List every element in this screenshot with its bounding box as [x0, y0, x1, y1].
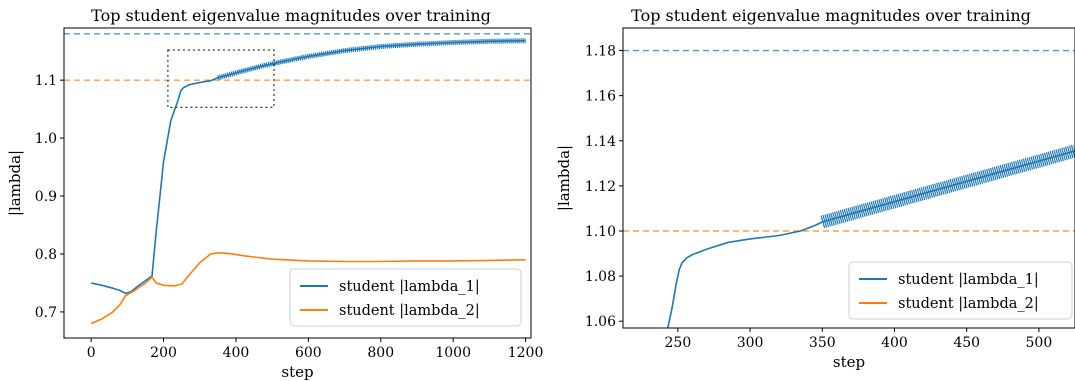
x-tick-label: 400: [223, 345, 250, 361]
legend-label-2: student |lambda_2|: [898, 296, 1039, 312]
x-tick-label: 350: [809, 335, 836, 351]
y-tick-label: 1.18: [585, 44, 616, 60]
plot-frame: [622, 27, 1075, 329]
x-tick-label: 250: [665, 335, 692, 351]
zoom-box: [167, 49, 275, 108]
y-tick-label: 1.08: [585, 269, 616, 285]
x-tick-label: 200: [150, 345, 177, 361]
y-axis-label: |lambda|: [6, 150, 24, 216]
y-tick-label: 1.10: [585, 224, 616, 240]
x-tick-label: 450: [953, 335, 980, 351]
x-axis-label: step: [281, 363, 313, 381]
y-tick-label: 1.16: [585, 89, 616, 105]
plot-frame: [63, 27, 532, 339]
chart-title: Top student eigenvalue magnitudes over t…: [631, 6, 1031, 25]
y-tick-label: 1.1: [35, 73, 57, 89]
x-tick-label: 400: [881, 335, 908, 351]
plot-area: [64, 33, 531, 325]
plot-area: [623, 49, 1075, 328]
x-tick-label: 0: [87, 345, 96, 361]
series-line-1: [91, 39, 526, 295]
series-band-1: [820, 144, 1075, 229]
x-axis-label: step: [833, 353, 865, 371]
y-tick-label: 1.12: [585, 179, 616, 195]
x-tick-label: 600: [295, 345, 322, 361]
y-tick-label: 1.0: [35, 131, 57, 147]
y-tick-label: 0.9: [35, 189, 57, 205]
y-tick-label: 1.06: [585, 314, 616, 330]
y-tick-label: 0.7: [35, 305, 57, 321]
legend-box: [848, 261, 1073, 320]
x-tick-label: 300: [737, 335, 764, 351]
series-line-2: [90, 252, 526, 325]
legend-label-1: student |lambda_1|: [339, 279, 480, 295]
series-line-1: [667, 150, 1075, 328]
y-tick-label: 0.8: [35, 247, 57, 263]
x-tick-label: 800: [367, 345, 394, 361]
x-tick-label: 1200: [508, 345, 544, 361]
y-axis-label: |lambda|: [555, 145, 573, 211]
legend-label-2: student |lambda_2|: [339, 303, 480, 319]
chart-title: Top student eigenvalue magnitudes over t…: [91, 6, 491, 25]
series-band-1: [217, 38, 526, 81]
legend-label-1: student |lambda_1|: [898, 272, 1039, 288]
y-tick-label: 1.14: [585, 134, 616, 150]
chart-right: 250 300 350 400 450 500 1.06 1.08 1.10 1.12 1.14 1.…: [555, 6, 1075, 371]
x-tick-label: 1000: [435, 345, 471, 361]
legend-box: [289, 268, 522, 327]
x-tick-label: 500: [1026, 335, 1053, 351]
chart-left: 0 200 400 600 800 1000 1200 0.7 0.8 0.9 1.0 1.1 Top …: [6, 6, 544, 381]
